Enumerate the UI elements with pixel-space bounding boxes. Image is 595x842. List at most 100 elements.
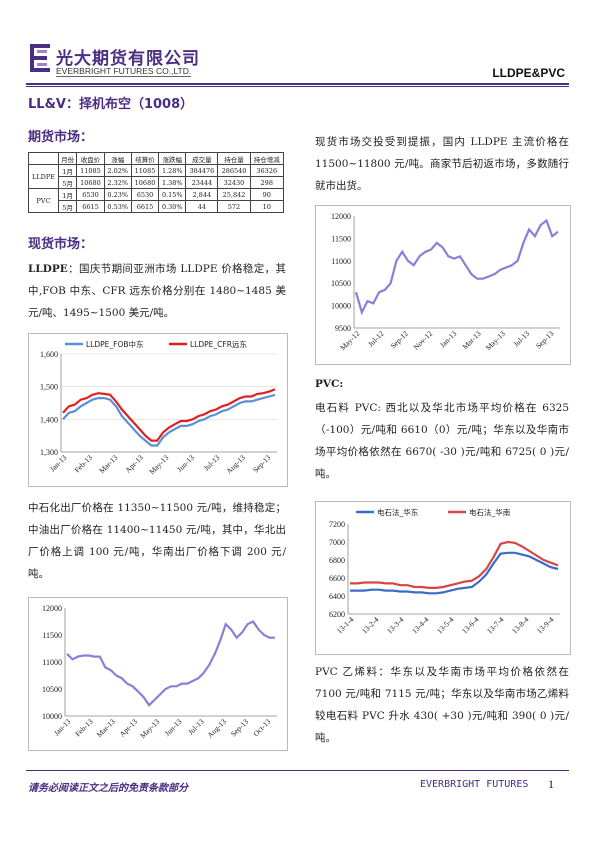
table-cell: 5月	[57, 176, 78, 189]
x-tick-label: Mar-13	[97, 453, 119, 475]
table-row: LLDPE 1月 11085 2.02% 11085 1.28% 384476 286540 3…	[28, 164, 285, 189]
pvc-label: PVC:	[315, 378, 344, 390]
x-tick-label: Apr-13	[118, 717, 140, 739]
x-tick-label: Jul-13	[512, 329, 532, 349]
x-tick-label: Aug-13	[205, 717, 228, 740]
table-cell: 11085	[130, 164, 160, 177]
x-tick-label: Sep-13	[229, 717, 251, 739]
header-rule-thin	[26, 86, 569, 87]
legend-label: LLDPE_FOB中东	[86, 339, 144, 349]
x-tick-label: Sep-12	[389, 329, 411, 351]
company-name-cn: 光大期货有限公司	[56, 49, 200, 69]
table-cell: 10680	[76, 176, 105, 189]
report-title: LL&V：择机布空（1008）	[28, 97, 194, 112]
x-tick-label: 13-6-4	[460, 615, 481, 636]
table-cell: 1月	[57, 188, 78, 201]
chart-lldpe-domestic-right: 9500 10000 10500 11000 11500 12000 May-12 Jul-1…	[315, 205, 571, 365]
table-cell: 572	[217, 200, 251, 213]
header-rule	[26, 83, 569, 85]
y-tick-label: 10500	[42, 685, 62, 694]
x-tick-label: 13-5-4	[435, 615, 456, 636]
table-cell: 1.28%	[158, 164, 187, 177]
y-tick-label: 1,600	[40, 350, 58, 359]
table-cell: 10680	[130, 176, 160, 189]
y-tick-label: 7200	[329, 520, 345, 529]
footer-rule	[26, 770, 569, 771]
lldpe-label: LLDPE	[28, 263, 68, 275]
x-tick-label: Sep-13	[534, 329, 556, 351]
table-header-cell	[28, 152, 59, 165]
legend-label: 电石法_华南	[469, 507, 511, 517]
table-cell: 44	[185, 200, 219, 213]
series-line-1	[62, 393, 276, 447]
x-tick-label: 13-8-4	[510, 615, 531, 636]
y-tick-label: 7000	[329, 538, 345, 547]
company-name-en: EVERBRIGHT FUTURES CO.,LTD.	[56, 66, 192, 77]
table-row: PVC 1月 6530 0.23% 6530 0.15% 2,844 25,842 90	[28, 188, 285, 213]
table-cell: 2.02%	[103, 164, 132, 177]
x-tick-label: 13-4-4	[410, 615, 431, 636]
table-cell: 2.32%	[103, 176, 132, 189]
x-tick-label: Nov-12	[412, 329, 435, 352]
legend-label: 电石法_华东	[377, 507, 419, 517]
y-tick-label: 1,400	[40, 415, 58, 424]
x-tick-label: 13-7-4	[485, 615, 506, 636]
table-cell: 6530	[130, 188, 160, 201]
x-tick-label: Mar-13	[461, 329, 483, 351]
x-tick-label: Jul-13	[186, 717, 206, 737]
chart-pvc-carbide: 6200 6400 6600 6800 7000 7200 13-1-4 13-2-4 13-3…	[315, 501, 571, 655]
y-tick-label: 12000	[42, 604, 62, 613]
table-cell: 6615	[76, 200, 105, 213]
x-tick-label: Apr-13	[123, 453, 145, 475]
x-tick-label: Jul-13	[202, 453, 222, 473]
page-number: 1	[548, 777, 554, 791]
x-tick-label: Aug-13	[224, 453, 247, 476]
table-cell: 6530	[76, 188, 105, 201]
product-cell: PVC	[28, 188, 59, 213]
table-cell: 11085	[76, 164, 105, 177]
y-tick-label: 6600	[329, 574, 345, 583]
legend-label: LLDPE_CFR远东	[190, 339, 247, 349]
series-line-1	[354, 218, 559, 316]
table-cell: 0.53%	[103, 200, 132, 213]
x-tick-label: Jan-13	[438, 329, 459, 350]
y-tick-label: 1,500	[40, 383, 58, 392]
x-tick-label: Feb-13	[73, 717, 95, 739]
table-cell: 0.30%	[158, 200, 187, 213]
table-header-cell: 持仓量	[217, 152, 251, 165]
pvc-paragraph-2: PVC 乙烯料：华东以及华南市场平均价格依然在 7100 元/吨和 7115 元…	[315, 666, 569, 744]
table-header-cell: 结算价	[130, 152, 160, 165]
spot-heading: 现货市场：	[28, 237, 94, 252]
x-tick-label: Feb-13	[73, 453, 95, 475]
table-header-cell: 月份	[57, 152, 78, 165]
x-tick-label: Oct-13	[251, 717, 272, 738]
table-cell: 298	[249, 176, 285, 189]
table-cell: 0.23%	[103, 188, 132, 201]
x-tick-label: May-13	[147, 453, 170, 476]
table-row: 5月 6615 0.53% 6615 0.30% 44 572 10	[29, 200, 285, 213]
series-line-2	[350, 540, 559, 590]
document-tag: LLDPE&PVC	[492, 66, 565, 80]
y-tick-label: 12000	[331, 212, 351, 221]
table-cell: 2,844	[185, 188, 219, 201]
table-cell: 5月	[57, 200, 78, 213]
x-tick-label: 13-3-4	[385, 615, 406, 636]
disclaimer-notice: 请务必阅读正文之后的免责条款部分	[28, 783, 188, 794]
table-cell: 0.15%	[158, 188, 187, 201]
y-tick-label: 6800	[329, 556, 345, 565]
table-header-cell: 收盘价	[76, 152, 105, 165]
x-tick-label: Mar-13	[95, 717, 117, 739]
x-tick-label: Jun-13	[163, 717, 184, 738]
y-tick-label: 6200	[329, 610, 345, 619]
series-line-2	[62, 388, 276, 442]
y-tick-label: 11000	[42, 658, 62, 667]
pvc-paragraph-1: 电石料 PVC: 西北以及华北市场平均价格在 6325（-100）元/吨和 66…	[315, 402, 569, 480]
table-header-cell: 涨幅	[103, 152, 132, 165]
table-row: 5月 10680 2.32% 10680 1.38% 23444 32430 298	[29, 176, 285, 189]
series-line-1	[66, 620, 275, 707]
table-header-cell: 成交量	[185, 152, 219, 165]
table-header-cell: 持仓增减	[249, 152, 285, 165]
futures-heading: 期货市场：	[28, 130, 94, 145]
table-header-cell: 涨跌幅	[158, 152, 187, 165]
footer-brand: EVERBRIGHT FUTURES	[420, 779, 529, 790]
